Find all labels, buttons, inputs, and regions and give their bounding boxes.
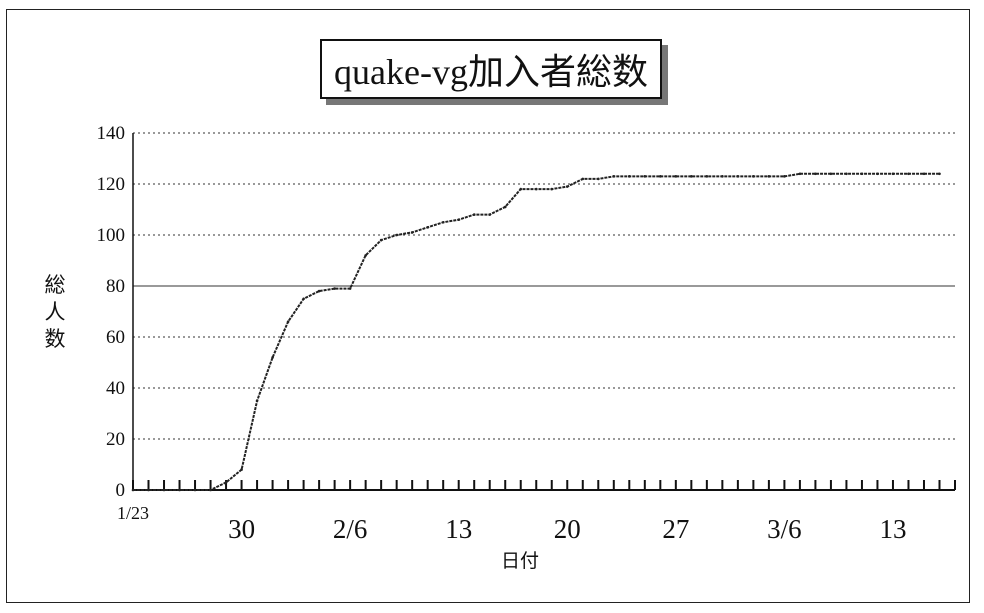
y-tick-label-120: 120 xyxy=(97,174,126,195)
series-point xyxy=(814,172,817,176)
y-tick-label-20: 20 xyxy=(106,429,125,450)
series-point xyxy=(209,488,212,492)
chart-title: quake-vg加入者総数 xyxy=(320,39,662,99)
series-point xyxy=(426,226,429,229)
y-tick-label-100: 100 xyxy=(97,225,126,246)
y-axis-label: 総 人 数 xyxy=(40,272,70,353)
series-point xyxy=(271,356,274,359)
series-point xyxy=(550,187,554,191)
series-point xyxy=(488,213,492,216)
series-point xyxy=(286,320,290,324)
series-point xyxy=(783,175,786,178)
series-point xyxy=(379,238,383,242)
series-point xyxy=(752,175,755,178)
y-axis-label-char-3: 数 xyxy=(44,327,66,351)
axes xyxy=(132,133,955,491)
y-axis-label-char-2: 人 xyxy=(44,300,66,324)
y-tick-label-80: 80 xyxy=(106,276,125,297)
series-point xyxy=(922,172,926,176)
series-point xyxy=(410,231,414,234)
series-point xyxy=(333,287,336,290)
series-point xyxy=(565,185,569,188)
series-point xyxy=(829,172,833,176)
series-point xyxy=(876,172,879,176)
series-point xyxy=(317,289,321,293)
y-tick-label-0: 0 xyxy=(116,480,126,501)
series-point xyxy=(348,287,352,290)
series-point xyxy=(907,172,910,176)
series-point xyxy=(705,175,709,178)
series-point xyxy=(364,254,367,257)
series-point xyxy=(255,399,259,403)
series-point xyxy=(178,488,181,492)
x-tick-label-30: 30 xyxy=(228,514,255,544)
series-point xyxy=(534,187,538,191)
series-point xyxy=(612,175,616,178)
x-tick-labels: 1/23 30 2/6 13 20 27 3/6 13 xyxy=(117,503,906,544)
x-tick-label-20: 20 xyxy=(554,514,581,544)
x-tick-label-13: 13 xyxy=(445,514,472,544)
series-point xyxy=(659,175,662,178)
series-point xyxy=(674,175,678,178)
series-point xyxy=(798,172,802,176)
series-point xyxy=(503,205,507,209)
series-point xyxy=(240,468,243,471)
x-tick-marks xyxy=(132,480,956,490)
series-point xyxy=(596,177,600,181)
series-point xyxy=(472,213,476,216)
y-axis-label-char-1: 総 xyxy=(44,273,66,297)
y-tick-label-60: 60 xyxy=(106,327,125,348)
series-point xyxy=(581,177,585,181)
series-line-0 xyxy=(133,172,940,491)
series-point xyxy=(302,297,305,301)
y-tick-label-140: 140 xyxy=(97,123,126,144)
series-point xyxy=(147,488,150,492)
series-point xyxy=(441,220,445,224)
series-point xyxy=(891,172,895,176)
series-point xyxy=(721,175,724,178)
series-point xyxy=(131,488,135,492)
series-point xyxy=(395,233,398,237)
series-point xyxy=(457,218,460,221)
series-point xyxy=(628,175,631,178)
x-axis-label: 日付 xyxy=(500,550,539,572)
series-point xyxy=(736,175,740,178)
series-point xyxy=(845,172,848,176)
series-point xyxy=(224,481,228,484)
x-tick-label-13: 13 xyxy=(879,514,906,544)
series-point xyxy=(860,172,864,176)
x-tick-label-3/6: 3/6 xyxy=(767,514,802,544)
series-point xyxy=(162,488,166,492)
series-point xyxy=(690,175,693,178)
series-point xyxy=(519,187,523,191)
series-point xyxy=(193,488,197,492)
x-tick-label-2/6: 2/6 xyxy=(333,514,368,544)
x-tick-label-27: 27 xyxy=(662,514,689,544)
series-lines xyxy=(131,172,941,492)
series-point xyxy=(767,175,771,178)
chart-frame xyxy=(6,9,970,603)
series-point xyxy=(643,175,647,178)
y-tick-labels: 0 20 40 60 80 100 120 140 xyxy=(97,123,126,501)
grid-lines xyxy=(133,132,955,440)
series-point xyxy=(938,172,941,176)
y-tick-label-40: 40 xyxy=(106,378,125,399)
x-tick-label-1/23: 1/23 xyxy=(117,503,149,523)
